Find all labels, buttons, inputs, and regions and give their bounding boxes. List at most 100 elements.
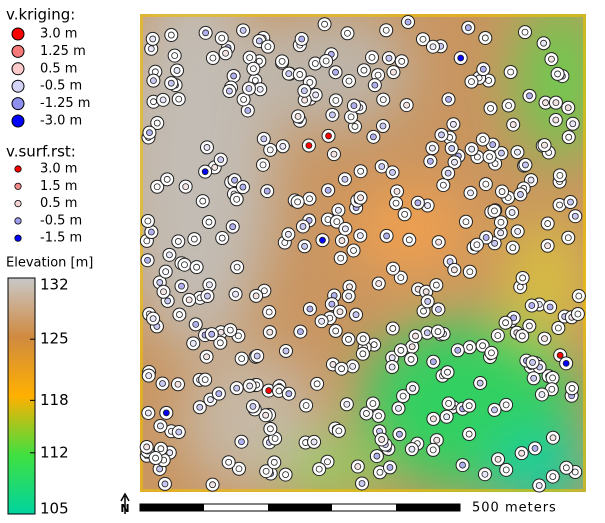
elevation-raster (140, 14, 586, 492)
sample-point-core (266, 425, 274, 433)
sample-point-core (181, 261, 188, 269)
sample-point-core (422, 288, 430, 296)
sample-point-core (386, 464, 394, 471)
sample-point-core (552, 116, 560, 124)
sample-point-core (465, 402, 473, 410)
legend-label: 1.25 m (40, 44, 86, 59)
sample-point-core (244, 107, 252, 114)
sample-point-core (175, 311, 183, 318)
legend-label: -0.5 m (40, 213, 82, 228)
legend-symbol (11, 62, 25, 76)
sample-point-core (549, 374, 557, 382)
sample-point-core (388, 354, 396, 362)
sample-point-core (201, 376, 209, 384)
sample-point-core (217, 328, 225, 336)
sample-point-core (343, 400, 351, 408)
sample-point-core (556, 171, 564, 179)
sample-point-core (240, 96, 248, 103)
sample-point-core (156, 279, 164, 286)
sample-point-core (205, 281, 213, 289)
sample-point-core (144, 217, 152, 225)
sample-point-core (497, 229, 505, 237)
sample-point-core (554, 324, 562, 332)
sample-point-core (313, 380, 321, 388)
sample-point-core (474, 153, 481, 161)
sample-point-core (296, 71, 304, 78)
sample-point-core (507, 68, 515, 76)
legend-label: -3.0 m (40, 114, 82, 129)
sample-point-core (231, 176, 238, 184)
sample-point-core (278, 57, 286, 65)
sample-point-core (233, 195, 241, 203)
colorbar-label: 118 (40, 391, 69, 409)
legend-symbol (14, 217, 22, 225)
sample-point-core (357, 167, 365, 175)
sample-point-core (251, 77, 259, 84)
sample-point-core (203, 353, 210, 361)
legend-label: 0.5 m (40, 196, 77, 211)
sample-point-core (160, 288, 167, 296)
sample-point-core (147, 45, 155, 53)
sample-point-core (252, 292, 260, 300)
sample-point-core (502, 319, 509, 327)
sample-point-core (529, 359, 536, 366)
sample-point-core (216, 339, 224, 347)
sample-point-core (466, 343, 474, 351)
sample-point-core (491, 207, 498, 215)
sample-point-core (445, 95, 452, 103)
sample-point-core (217, 156, 225, 164)
sample-point-core (556, 201, 563, 209)
sample-point-core (395, 404, 402, 412)
sample-point-core (389, 169, 396, 176)
sample-point-core (574, 310, 582, 318)
sample-point-core (239, 26, 247, 34)
sample-point-core (398, 57, 406, 65)
sample-point-core (285, 390, 293, 398)
sample-point-core (271, 435, 279, 442)
sample-point-core (345, 292, 353, 300)
sample-point-core (409, 384, 417, 392)
sample-point-core (266, 146, 274, 154)
sample-point-core (178, 282, 185, 290)
sample-point-core (571, 468, 579, 476)
sample-point-core (508, 209, 516, 216)
sample-point-core (435, 305, 442, 313)
sample-point-core (382, 26, 390, 34)
sample-point-core (378, 163, 386, 170)
sample-point-core (202, 29, 210, 37)
sample-point-core (334, 206, 342, 214)
sample-point-core (542, 99, 549, 107)
sample-point-core (510, 314, 518, 322)
sample-point-core (185, 296, 193, 304)
sample-point-core (393, 187, 401, 195)
sample-point-core (173, 67, 181, 74)
sample-point-core (349, 362, 357, 370)
sample-point-core (310, 438, 318, 446)
sample-point-core (324, 186, 332, 194)
sample-point-core (488, 349, 495, 357)
sample-point-core (519, 274, 527, 282)
sample-point-core (514, 148, 521, 156)
sample-point-core (392, 199, 400, 207)
sample-point-core (371, 81, 379, 89)
sample-point-core (354, 463, 362, 470)
sample-point-core (350, 247, 357, 254)
sample-point-core (491, 406, 498, 414)
sample-point-core (359, 335, 367, 343)
sample-point-core (298, 35, 306, 43)
sample-point-core (389, 265, 397, 272)
sample-point-core (439, 181, 447, 189)
sample-point-core (299, 223, 307, 230)
sample-point-core (203, 144, 211, 151)
sample-point-core (465, 430, 473, 438)
colorbar-label: 105 (40, 500, 69, 518)
legend-symbol (14, 165, 22, 173)
sample-point-core (332, 327, 340, 335)
sample-point-core (462, 218, 470, 226)
legend-title: Elevation [m] (6, 256, 93, 271)
sample-point-core (329, 361, 337, 368)
sample-point-core (358, 480, 366, 487)
sample-point-core (294, 113, 302, 120)
